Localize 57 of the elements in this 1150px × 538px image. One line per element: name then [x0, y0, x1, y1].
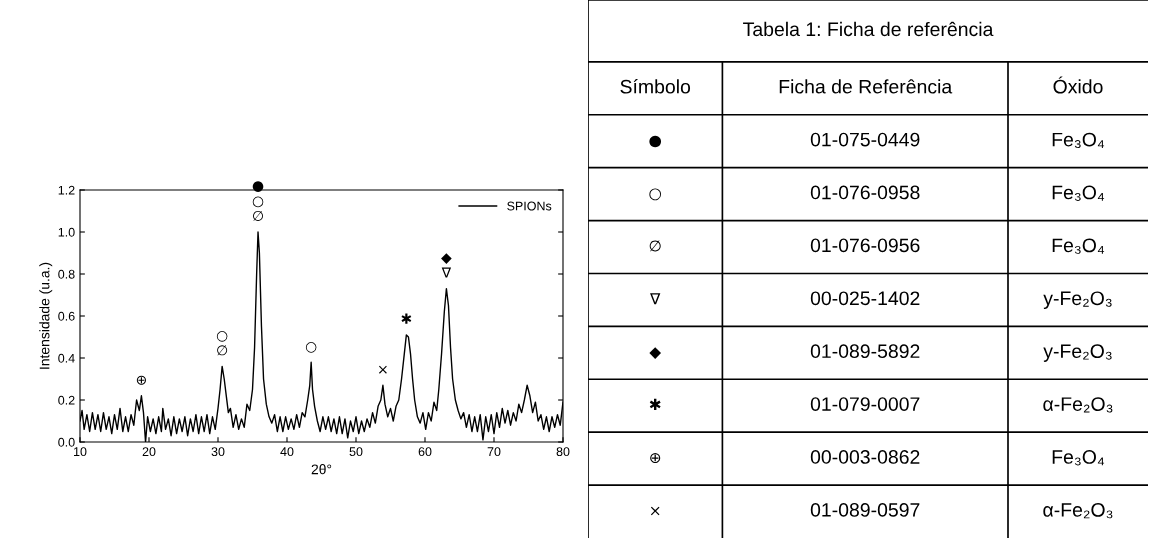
x-tick-label: 10 [74, 447, 87, 457]
text: ● [649, 135, 662, 148]
text: y-Fe₂O₃ [1043, 291, 1112, 309]
x-tick-label: 70 [487, 447, 501, 457]
y-tick-label: 0.6 [58, 311, 75, 321]
text: ⊕ [650, 453, 661, 464]
text: α-Fe₂O₃ [1043, 397, 1113, 413]
text: Fe₃O₄ [1052, 238, 1105, 254]
annotation: × [379, 365, 387, 374]
annotation: ● [252, 181, 264, 192]
y-tick-label: 0.2 [58, 395, 75, 405]
text: ◆ [649, 347, 662, 359]
annotation: ∅ [217, 345, 228, 356]
text: Tabela 1: Ficha de referência [743, 21, 994, 37]
annotation: ○ [252, 196, 264, 208]
text: 00-003-0862 [810, 450, 920, 464]
x-tick-label: 20 [142, 447, 156, 457]
text: 01-089-0597 [810, 503, 920, 517]
y-tick-label: 1.0 [58, 227, 75, 237]
text: ∅ [649, 240, 661, 252]
annotation: ◆ [441, 253, 452, 264]
annotation: ○ [305, 342, 317, 353]
x-tick-label: 40 [280, 447, 294, 457]
x-tick-label: 50 [349, 447, 363, 457]
legend-label: SPIONs [507, 201, 552, 211]
text: × [650, 506, 660, 516]
annotation: ✱ [401, 313, 412, 324]
text: 01-076-0956 [810, 238, 920, 253]
y-tick-label: 0.4 [58, 353, 75, 363]
text: ○ [649, 188, 662, 201]
text: Fe₃O₄ [1052, 185, 1105, 201]
annotation: ∇ [441, 267, 452, 278]
y-tick-label: 0.0 [58, 437, 75, 447]
annotation: ∅ [253, 210, 264, 221]
text: α-Fe₂O₃ [1043, 503, 1113, 519]
x-tick-label: 30 [211, 447, 225, 457]
text: ∇ [650, 293, 661, 305]
text: Óxido [1053, 76, 1103, 94]
annotation: ○ [216, 330, 228, 342]
y-axis-title: Intensidade (u.a.) [39, 262, 53, 369]
text: ✱ [649, 398, 661, 410]
x-tick-label: 60 [418, 447, 432, 457]
text: Fe₃O₄ [1052, 132, 1105, 149]
text: y-Fe₂O₃ [1043, 344, 1112, 362]
text: 01-076-0958 [810, 185, 920, 200]
x-axis-title: 2θ° [311, 464, 332, 475]
text: Fe₃O₄ [1052, 450, 1105, 466]
annotation: ⊕ [136, 375, 146, 385]
text: Ficha de Referência [779, 79, 953, 94]
text: Símbolo [620, 79, 691, 94]
y-tick-label: 0.8 [58, 269, 75, 279]
y-tick-label: 1.2 [58, 185, 75, 195]
text: 01-089-5892 [810, 344, 920, 359]
text: 01-079-0007 [810, 397, 920, 411]
text: 01-075-0449 [810, 132, 920, 147]
x-tick-label: 80 [556, 447, 570, 457]
text: 00-025-1402 [810, 291, 920, 306]
